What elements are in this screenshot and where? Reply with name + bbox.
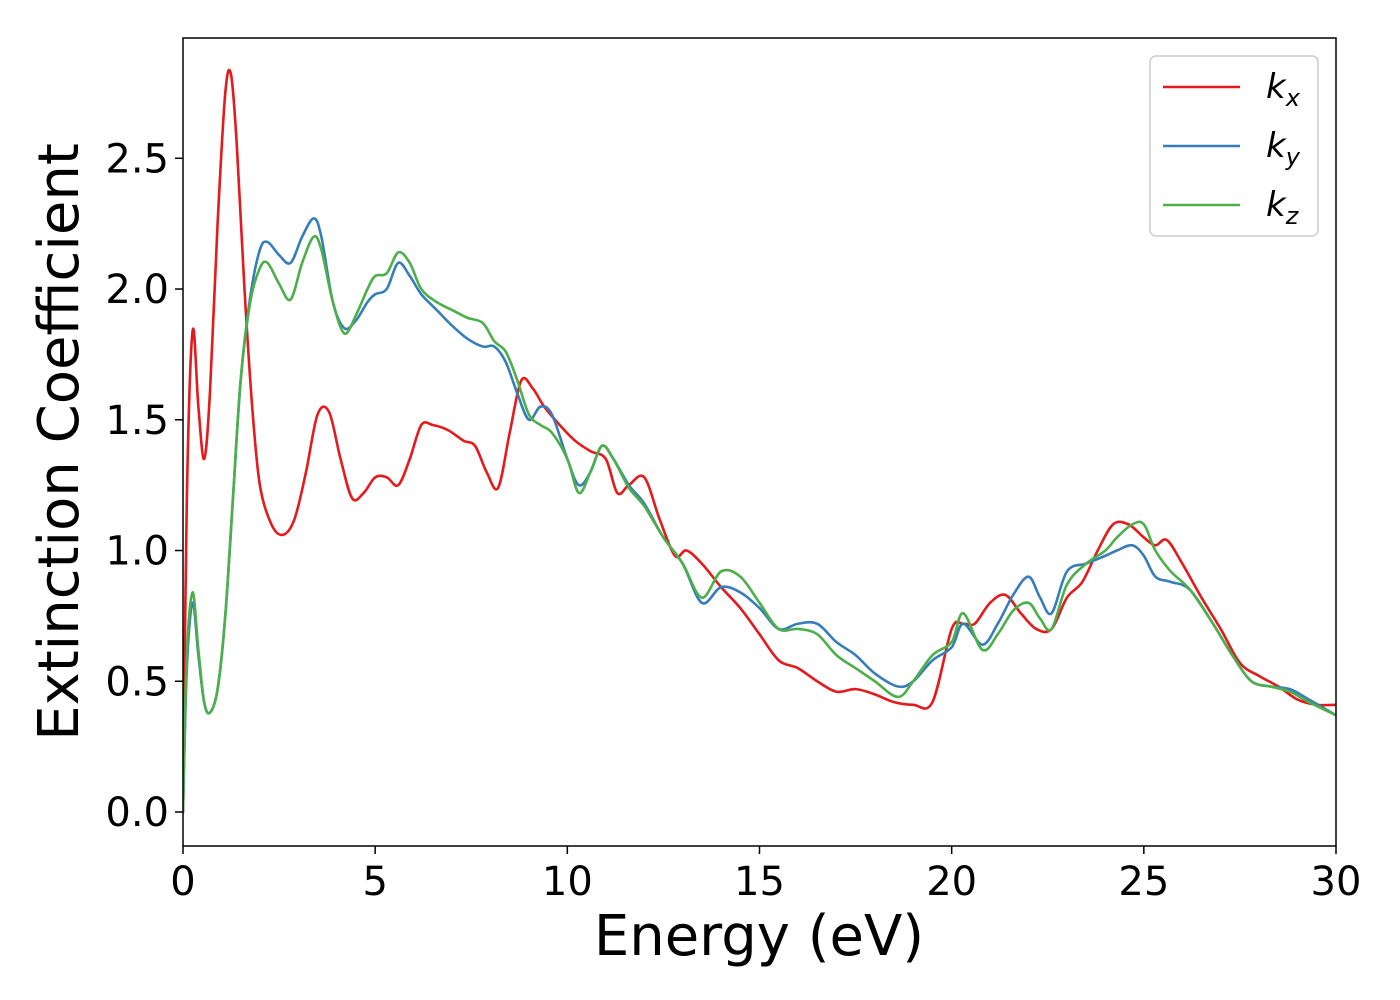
x-tick-label: 20 xyxy=(926,859,977,905)
legend-label: kx xyxy=(1266,67,1301,112)
x-tick-label: 30 xyxy=(1311,859,1362,905)
legend-label: kz xyxy=(1266,185,1300,230)
y-tick-label: 0.0 xyxy=(105,790,169,836)
series-line-kx xyxy=(183,68,1336,814)
legend-entry-kz: kz xyxy=(1163,185,1300,230)
x-tick-label: 0 xyxy=(170,859,195,905)
x-axis-title: Energy (eV) xyxy=(594,904,924,969)
y-tick-label: 1.0 xyxy=(105,529,169,575)
y-tick-label: 0.5 xyxy=(105,659,169,705)
y-tick-label: 1.5 xyxy=(105,398,169,444)
series-layer xyxy=(183,68,1336,814)
legend: kx ky kz xyxy=(1149,55,1319,237)
legend-entry-kx: kx xyxy=(1163,67,1301,112)
y-tick-label: 2.5 xyxy=(105,136,169,182)
x-tick-label: 10 xyxy=(542,859,593,905)
x-tick-label: 5 xyxy=(362,859,387,905)
y-tick-label: 2.0 xyxy=(105,267,169,313)
series-line-kz xyxy=(183,234,1336,814)
ticks-layer: 0 5 10 15 20 25 30 0.0 0.5 1.0 1.5 2.0 2.5 xyxy=(105,136,1361,905)
legend-entry-ky: ky xyxy=(1163,126,1301,171)
x-tick-label: 25 xyxy=(1118,859,1169,905)
legend-label: ky xyxy=(1266,126,1301,171)
y-axis-title: Extinction Coefficient xyxy=(27,143,92,741)
x-tick-label: 15 xyxy=(734,859,785,905)
